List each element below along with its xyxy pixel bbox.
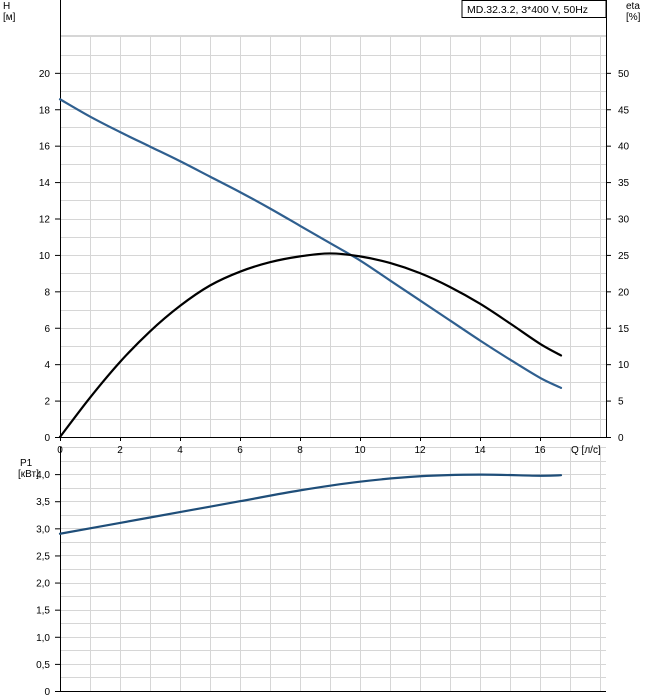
y-left-axis-name: H bbox=[3, 1, 10, 12]
y-left-tick-label: 14 bbox=[39, 178, 51, 189]
bottom-y-axis-unit: [кВт] bbox=[18, 469, 39, 480]
bottom-y-axis-name: P1 bbox=[20, 458, 33, 469]
y-right-tick-label: 5 bbox=[618, 397, 624, 408]
bottom-y-tick-label: 1,0 bbox=[36, 633, 50, 644]
y-left-tick-label: 2 bbox=[44, 397, 50, 408]
y-left-tick-label: 18 bbox=[39, 105, 51, 116]
y-left-tick-label: 20 bbox=[39, 69, 51, 80]
y-left-tick-label: 12 bbox=[39, 215, 51, 226]
x-tick-label: 6 bbox=[237, 445, 243, 456]
y-right-tick-label: 10 bbox=[618, 360, 630, 371]
power-curve bbox=[58, 473, 563, 535]
bottom-y-tick-label: 3,5 bbox=[36, 497, 50, 508]
x-tick-label: 16 bbox=[534, 445, 546, 456]
bottom-y-tick-label: 3,0 bbox=[36, 524, 50, 535]
bottom-chart-grid bbox=[60, 447, 606, 692]
y-left-tick-label: 8 bbox=[44, 287, 50, 298]
head-curve bbox=[58, 98, 563, 389]
y-right-tick-label: 40 bbox=[618, 142, 630, 153]
x-tick-label: 2 bbox=[117, 445, 123, 456]
y-left-tick-label: 16 bbox=[39, 142, 51, 153]
x-tick-label: 14 bbox=[474, 445, 486, 456]
y-right-tick-label: 15 bbox=[618, 324, 630, 335]
top-chart-grid bbox=[60, 0, 607, 438]
bottom-y-tick-label: 4,0 bbox=[36, 470, 50, 481]
bottom-y-tick-label: 0 bbox=[44, 687, 50, 698]
bottom-y-tick-label: 2,0 bbox=[36, 579, 50, 590]
y-right-tick-label: 45 bbox=[618, 105, 630, 116]
x-tick-label: 8 bbox=[297, 445, 303, 456]
y-left-tick-label: 0 bbox=[44, 433, 50, 444]
y-right-tick-label: 50 bbox=[618, 69, 630, 80]
y-right-axis-name: eta bbox=[626, 1, 640, 12]
x-tick-label: 12 bbox=[414, 445, 426, 456]
y-right-axis-unit: [%] bbox=[626, 12, 641, 23]
y-right-tick-label: 25 bbox=[618, 251, 630, 262]
curves bbox=[58, 98, 563, 535]
y-right-tick-label: 30 bbox=[618, 215, 630, 226]
y-left-tick-label: 6 bbox=[44, 324, 50, 335]
legend-box bbox=[461, 0, 607, 18]
efficiency-curve bbox=[58, 252, 563, 439]
y-right-tick-label: 0 bbox=[618, 433, 624, 444]
y-left-axis-unit: [м] bbox=[3, 12, 16, 23]
x-tick-label: 0 bbox=[57, 445, 63, 456]
legend-text: MD.32.3.2, 3*400 V, 50Hz bbox=[467, 4, 588, 16]
bottom-y-tick-label: 1,5 bbox=[36, 606, 50, 617]
y-left-tick-label: 10 bbox=[39, 251, 51, 262]
x-tick-label: 4 bbox=[177, 445, 183, 456]
y-left-tick-label: 4 bbox=[44, 360, 50, 371]
y-right-tick-label: 35 bbox=[618, 178, 630, 189]
bottom-y-tick-label: 2,5 bbox=[36, 551, 50, 562]
bottom-y-tick-label: 0,5 bbox=[36, 660, 50, 671]
x-axis-label: Q [л/с] bbox=[571, 445, 601, 456]
y-right-tick-label: 20 bbox=[618, 287, 630, 298]
x-tick-label: 10 bbox=[354, 445, 366, 456]
